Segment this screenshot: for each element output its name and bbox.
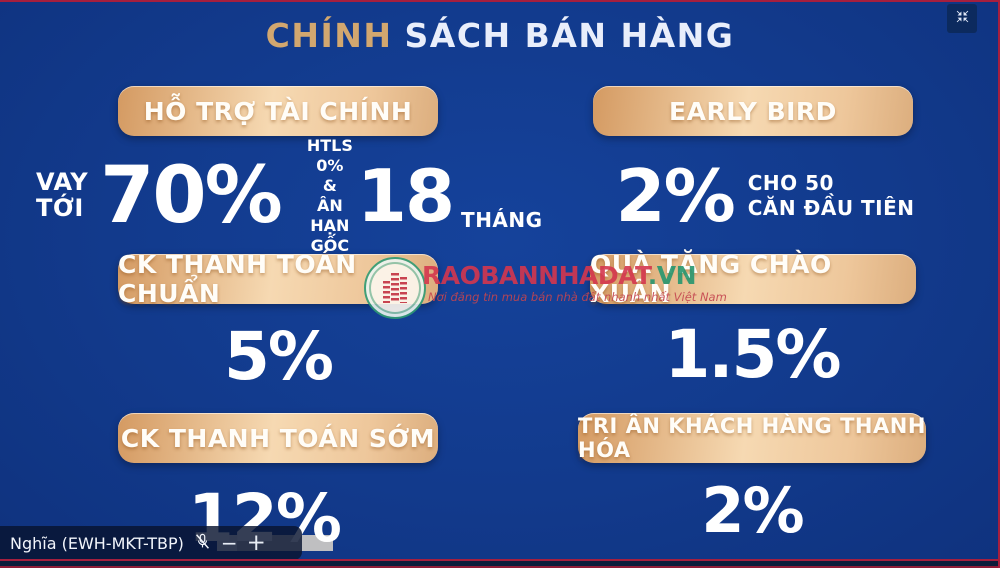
- grace-months-value: 18: [356, 154, 455, 238]
- watermark-brand-suffix: .VN: [647, 261, 697, 290]
- banner-early-payment-discount-label: CK THANH TOÁN SỚM: [120, 423, 436, 453]
- banner-thanh-hoa-customer-label: TRI ÂN KHÁCH HÀNG THANH HÓA: [578, 414, 926, 462]
- loan-terms-note: HTLS 0% & ÂN HẠN GỐC: [307, 136, 353, 256]
- loan-prefix-line1: VAY: [36, 168, 89, 197]
- loan-prefix-line2: TỚI: [36, 194, 84, 222]
- early-bird-note-line2: CĂN ĐẦU TIÊN: [747, 196, 915, 220]
- banner-finance-support: HỖ TRỢ TÀI CHÍNH: [118, 86, 438, 136]
- collapse-button[interactable]: [947, 4, 977, 33]
- spring-gift-value: 1.5%: [664, 316, 841, 393]
- zoom-in-button[interactable]: +: [246, 529, 266, 556]
- banner-early-bird-label: EARLY BIRD: [669, 96, 837, 126]
- watermark-brand-main: RAOBANNHADAT: [422, 261, 648, 290]
- mic-muted-icon: [193, 532, 212, 555]
- presenter-bar: Nghĩa (EWH-MKT-TBP) − +: [0, 526, 302, 560]
- window-edge-right: [998, 0, 1000, 568]
- watermark-tagline: Nơi đăng tin mua bán nhà đất nhanh nhất …: [428, 290, 727, 304]
- page-title-accent: CHÍNH: [265, 16, 393, 55]
- banner-spring-gift: QUÀ TẶNG CHÀO XUÂN: [590, 250, 916, 308]
- banner-finance-support-label: HỖ TRỢ TÀI CHÍNH: [143, 96, 413, 126]
- presenter-name: Nghĩa (EWH-MKT-TBP): [10, 533, 184, 553]
- standard-discount-value: 5%: [223, 318, 334, 395]
- page-title: CHÍNH SÁCH BÁN HÀNG: [0, 16, 1000, 55]
- watermark-brand: RAOBANNHADAT.VN: [422, 261, 697, 290]
- loan-terms-note-line2: ÂN HẠN GỐC: [310, 196, 350, 255]
- watermark: RAOBANNHADAT.VN Nơi đăng tin mua bán nhà…: [360, 255, 727, 321]
- early-bird-percent-value: 2%: [615, 154, 735, 238]
- building-logo-icon: [364, 257, 426, 319]
- banner-spring-gift-label: QUÀ TẶNG CHÀO XUÂN: [590, 250, 832, 308]
- loan-prefix: VAY TỚI: [36, 168, 89, 222]
- early-bird-stat-row: 2% CHO 50 CĂN ĐẦU TIÊN: [600, 150, 930, 242]
- loan-percent-value: 70%: [100, 151, 283, 241]
- page-title-rest: SÁCH BÁN HÀNG: [404, 16, 735, 55]
- banner-early-bird: EARLY BIRD: [593, 86, 913, 136]
- months-unit-label: THÁNG: [461, 208, 543, 232]
- thanh-hoa-value: 2%: [701, 474, 804, 547]
- bottom-bar: [0, 559, 1000, 568]
- early-bird-note: CHO 50 CĂN ĐẦU TIÊN: [748, 171, 915, 221]
- window-edge-top: [0, 0, 1000, 2]
- banner-thanh-hoa-customer: TRI ÂN KHÁCH HÀNG THANH HÓA: [578, 413, 926, 463]
- banner-standard-payment-discount-label: CK THANH TOÁN CHUẨN: [118, 250, 357, 308]
- collapse-arrows-icon: [954, 8, 971, 29]
- zoom-out-button[interactable]: −: [220, 531, 238, 555]
- loan-terms-note-line1: HTLS 0% &: [306, 136, 353, 195]
- banner-early-payment-discount: CK THANH TOÁN SỚM: [118, 413, 438, 463]
- early-bird-note-line1: CHO 50: [747, 171, 834, 195]
- finance-stat-row: VAY TỚI 70% HTLS 0% & ÂN HẠN GỐC 18 THÁN…: [36, 136, 542, 255]
